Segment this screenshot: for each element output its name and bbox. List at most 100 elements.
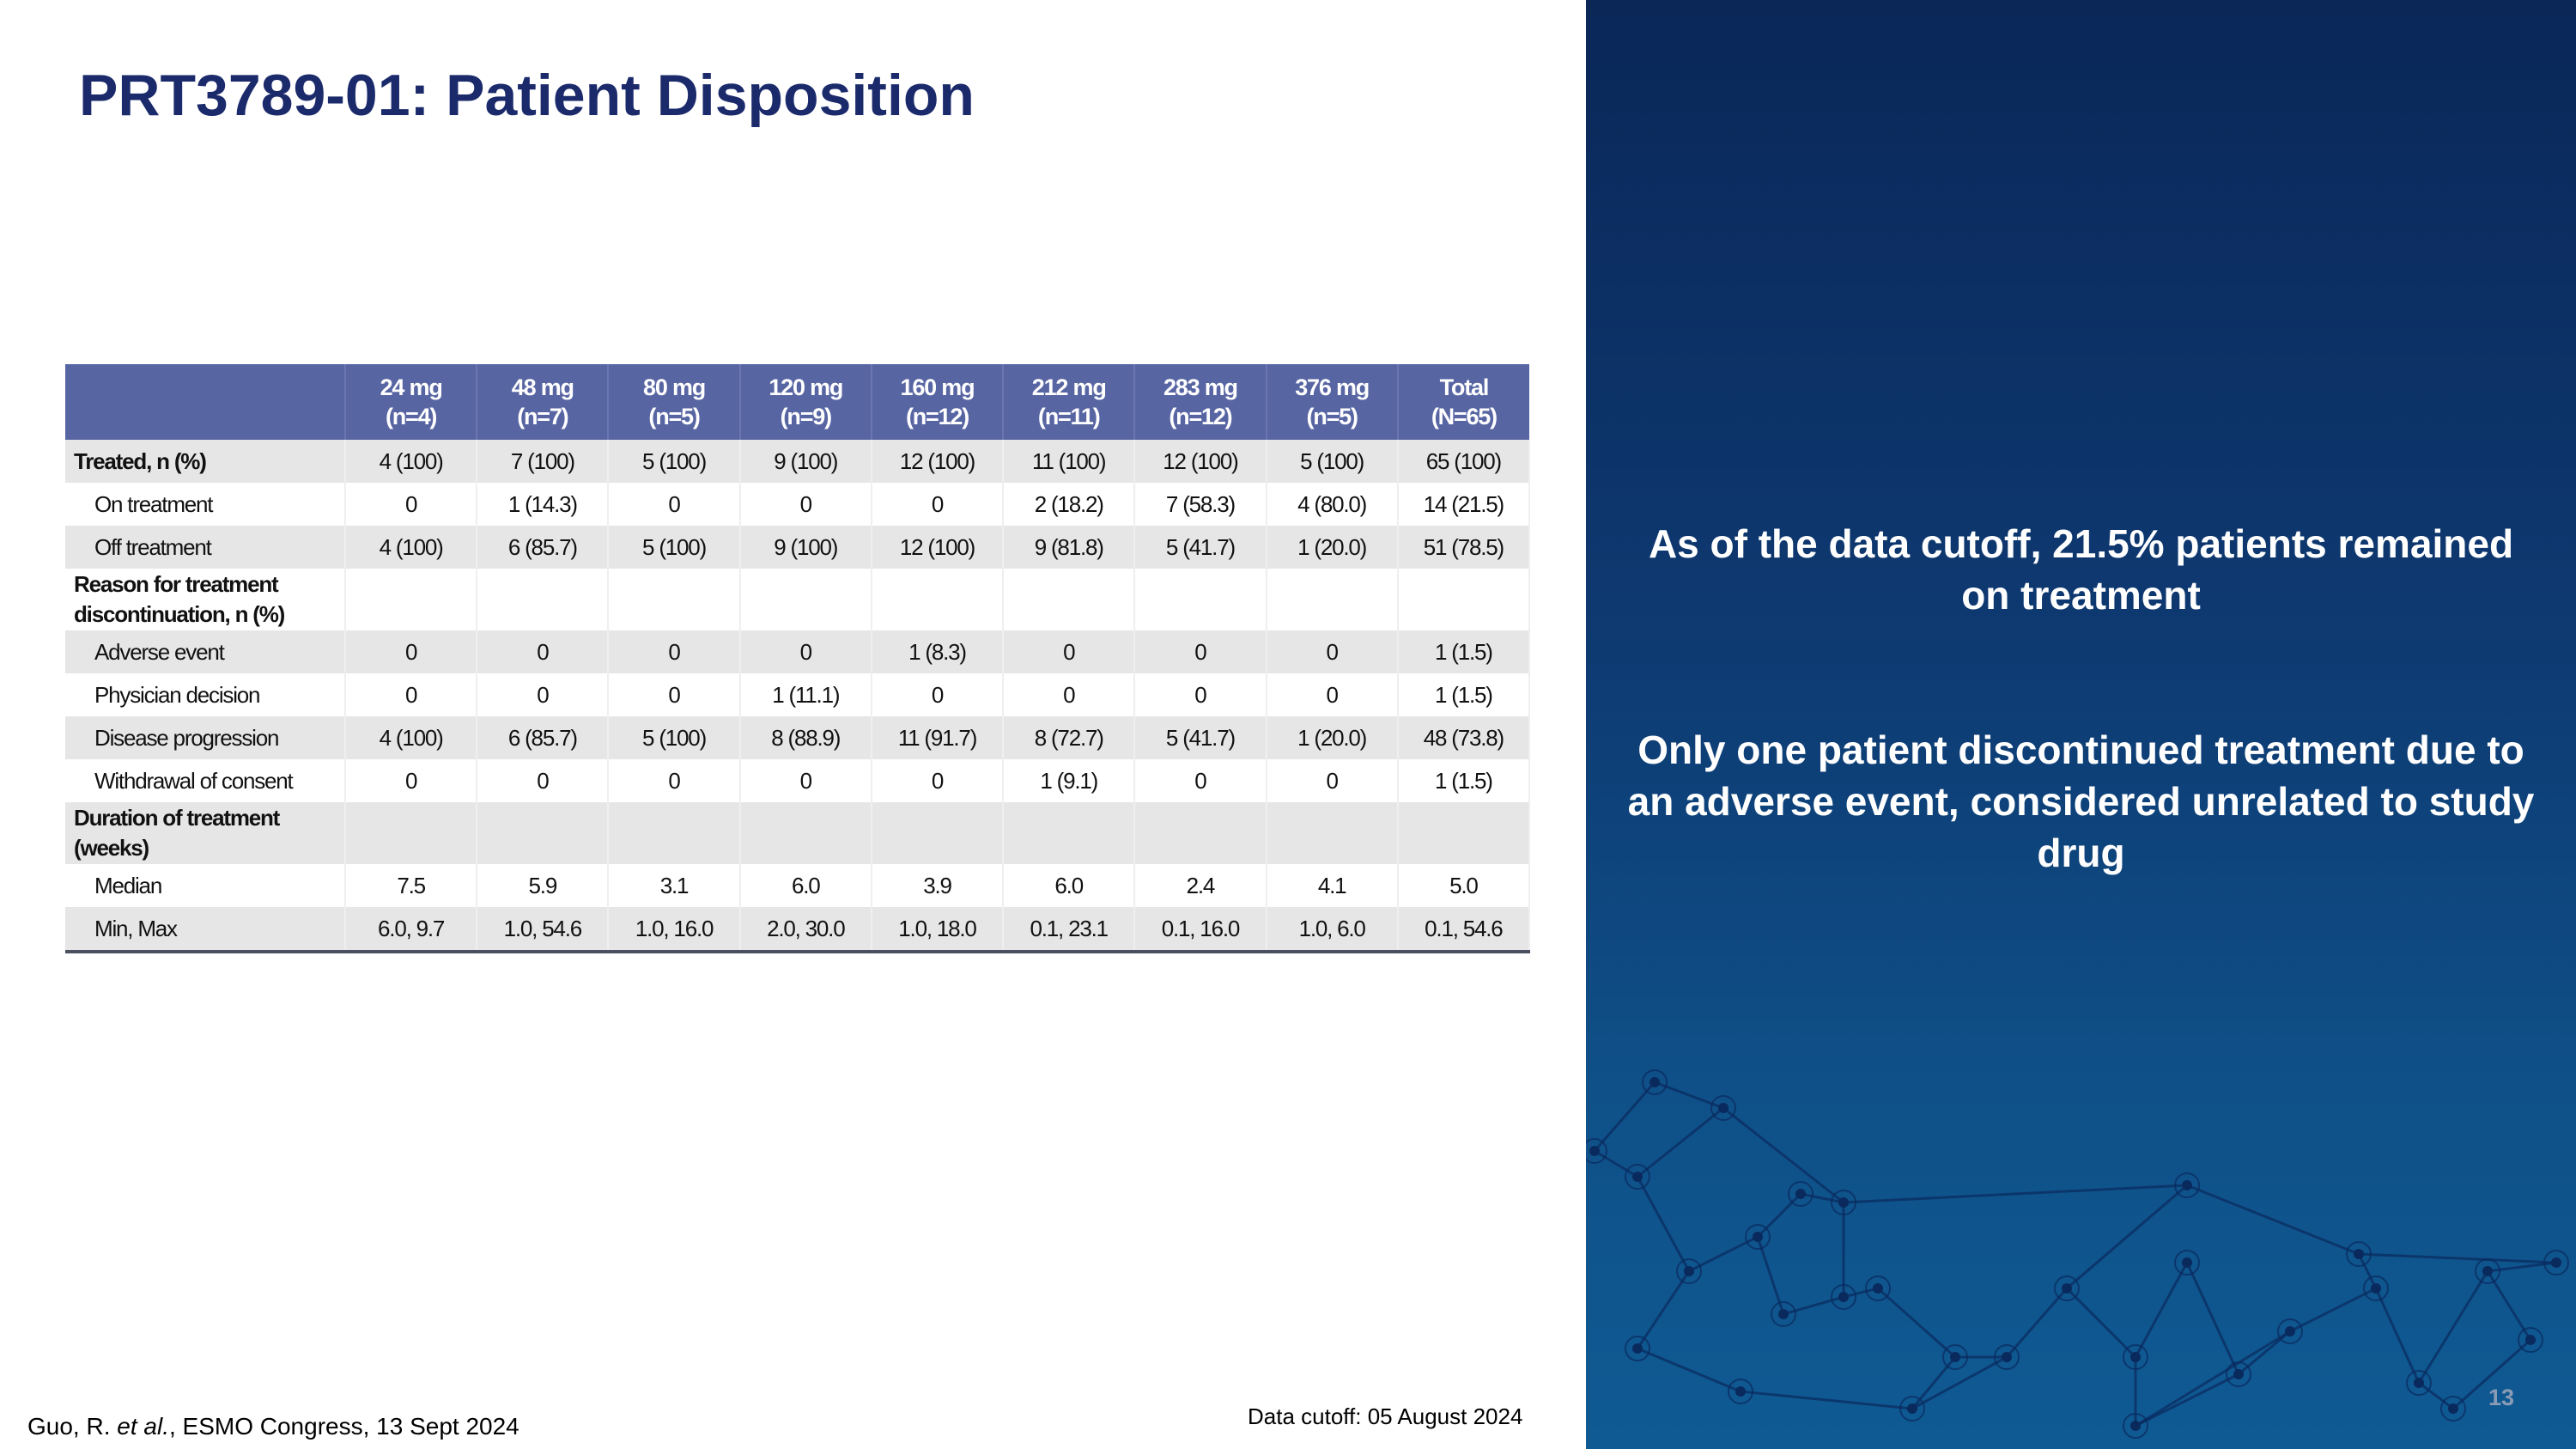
table-cell: 5 (41.7) (1134, 716, 1267, 759)
column-header: 24 mg (n=4) (345, 364, 478, 440)
network-line (1636, 1176, 1691, 1272)
table-cell: 0 (1134, 759, 1267, 802)
network-node-dot (1795, 1189, 1806, 1199)
network-node (1771, 1301, 1796, 1327)
network-line (1800, 1192, 1844, 1204)
table-cell: 0 (477, 759, 610, 802)
column-n: (n=11) (1037, 404, 1101, 429)
table-cell: 48 (73.8) (1397, 716, 1531, 759)
network-line (2289, 1287, 2377, 1333)
table-cell: 8 (88.9) (739, 716, 872, 759)
column-n: (n=12) (1169, 404, 1232, 429)
table-row: Physician decision 0 0 0 1 (11.1) 0 0 0 0 1 (1.5) (65, 673, 1531, 716)
network-node (2363, 1275, 2389, 1301)
network-node-dot (1873, 1283, 1883, 1294)
network-line (1722, 1106, 1844, 1204)
table-cell: 1 (11.1) (739, 673, 872, 716)
network-line (2186, 1184, 2360, 1256)
table-cell: 0 (345, 759, 478, 802)
network-background-graphic (1586, 1069, 2569, 1439)
network-node (1642, 1069, 1668, 1095)
network-node (1710, 1095, 1736, 1121)
table-cell: 6.0 (1003, 864, 1136, 907)
table-cell: 0 (1003, 673, 1136, 716)
table-cell: 1 (1.5) (1397, 630, 1531, 673)
network-line (2452, 1338, 2531, 1410)
table-cell: 9 (100) (739, 440, 872, 483)
network-line (1594, 1149, 1638, 1178)
table-cell: 7 (58.3) (1134, 483, 1267, 526)
table-cell: 7.5 (345, 864, 478, 907)
network-line (1756, 1192, 1802, 1239)
column-n: (N=65) (1431, 404, 1498, 429)
network-node (2518, 1327, 2543, 1353)
column-header: 120 mg (n=9) (739, 364, 872, 440)
table-cell: 1.0, 6.0 (1266, 907, 1399, 953)
table-cell: 65 (100) (1397, 440, 1531, 483)
network-line (1911, 1356, 1957, 1409)
network-line (1593, 1081, 1656, 1152)
network-node (1625, 1336, 1650, 1361)
column-dose: 80 mg (643, 374, 706, 400)
table-row: Off treatment 4 (100) 6 (85.7) 5 (100) 9 (10… (65, 526, 1531, 569)
network-line (2135, 1373, 2239, 1428)
table-cell: 0 (1266, 673, 1399, 716)
table-row: Adverse event 0 0 0 0 1 (8.3) 0 0 0 1 (1.5) (65, 630, 1531, 673)
network-line (1636, 1270, 1691, 1349)
network-node-dot (2482, 1266, 2493, 1276)
column-header: 160 mg (n=12) (871, 364, 1005, 440)
network-node-dot (2182, 1257, 2192, 1268)
network-node-dot (2371, 1283, 2381, 1294)
table-cell: 0 (608, 759, 741, 802)
network-line (2185, 1262, 2240, 1375)
network-node-dot (1778, 1309, 1789, 1319)
network-node (2406, 1370, 2432, 1396)
table-cell (608, 569, 741, 630)
network-node (1942, 1344, 1968, 1370)
table-row: Duration of treatment (weeks) (65, 802, 1531, 864)
table-cell (477, 802, 610, 864)
network-node (2475, 1258, 2500, 1284)
network-node-dot (2285, 1326, 2295, 1336)
table-cell: 9 (100) (739, 526, 872, 569)
network-line (2486, 1270, 2532, 1341)
network-node (1745, 1224, 1771, 1250)
table-cell (1397, 802, 1531, 864)
network-node-dot (2233, 1369, 2244, 1379)
table-cell: 1.0, 18.0 (871, 907, 1005, 953)
network-line (2065, 1287, 2137, 1359)
column-header: 80 mg (n=5) (608, 364, 741, 440)
column-n: (n=12) (905, 404, 969, 429)
network-node (2440, 1396, 2466, 1422)
table-row: Reason for treatment discontinuation, n … (65, 569, 1531, 630)
network-node-dot (2002, 1352, 2012, 1362)
table-row: On treatment 0 1 (14.3) 0 0 0 2 (18.2) 7 (58.3)… (65, 483, 1531, 526)
network-node (2054, 1275, 2080, 1301)
table-cell: 12 (100) (871, 440, 1005, 483)
disposition-table: 24 mg (n=4) 48 mg (n=7) 80 mg (n=5) 120 mg (n=9… (65, 364, 1531, 953)
citation-source: , ESMO Congress, 13 Sept 2024 (168, 1413, 519, 1440)
column-n: (n=4) (385, 404, 437, 429)
table-cell: 0 (1134, 673, 1267, 716)
table-header-row: 24 mg (n=4) 48 mg (n=7) 80 mg (n=5) 120 mg (n=9… (65, 364, 1529, 440)
column-header: 376 mg (n=5) (1266, 364, 1399, 440)
network-line (2357, 1253, 2378, 1289)
network-node-dot (2525, 1335, 2536, 1345)
row-label: Adverse event (65, 630, 346, 673)
row-label: Median (65, 864, 346, 907)
table-cell: 2 (18.2) (1003, 483, 1136, 526)
network-node-dot (1838, 1292, 1849, 1302)
column-dose: 283 mg (1163, 374, 1238, 400)
network-node (1899, 1396, 1925, 1422)
column-n: (n=7) (517, 404, 568, 429)
table-cell: 4 (80.0) (1266, 483, 1399, 526)
network-node-dot (1735, 1386, 1746, 1397)
network-node-dot (1718, 1103, 1728, 1113)
table-cell: 1.0, 54.6 (477, 907, 610, 953)
column-header: 48 mg (n=7) (477, 364, 610, 440)
table-cell (1134, 802, 1267, 864)
network-node (1676, 1258, 1702, 1284)
network-node (1865, 1275, 1891, 1301)
table-cell: 5 (100) (608, 440, 741, 483)
network-line (1783, 1295, 1844, 1316)
